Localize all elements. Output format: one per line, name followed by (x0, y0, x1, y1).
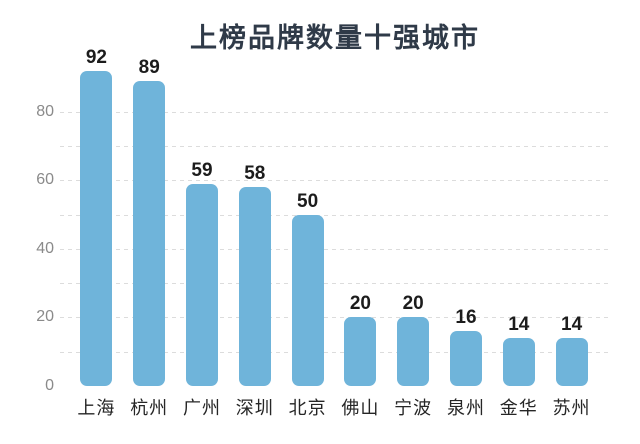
bar-column: 58 (228, 46, 281, 386)
gridline-10 (60, 352, 608, 353)
category-label: 苏州 (552, 398, 591, 418)
y-axis-tick-40: 40 (36, 240, 54, 257)
value-label: 50 (297, 191, 319, 212)
bar (185, 184, 218, 386)
category-label: 上海 (77, 398, 116, 418)
category-label: 金华 (499, 398, 538, 418)
gridline-80 (60, 112, 608, 113)
bar-column: 20 (334, 46, 387, 386)
value-label: 16 (455, 307, 477, 328)
y-axis-tick-20: 20 (36, 308, 54, 325)
value-label: 20 (349, 293, 371, 314)
bar-column: 14 (492, 46, 545, 386)
category-label: 泉州 (446, 398, 485, 418)
gridline-50 (60, 215, 608, 216)
category-label: 广州 (182, 398, 221, 418)
category-label: 北京 (288, 398, 327, 418)
y-axis-tick-80: 80 (36, 103, 54, 120)
bar-column: 14 (545, 46, 598, 386)
gridline-40 (60, 249, 608, 250)
gridline-60 (60, 180, 608, 181)
value-label: 14 (508, 314, 530, 335)
bar (291, 215, 324, 386)
bar-column: 92 (70, 46, 123, 386)
bar (238, 187, 271, 386)
y-axis-tick-60: 60 (36, 171, 54, 188)
value-label: 20 (402, 293, 424, 314)
value-label: 92 (85, 47, 107, 68)
gridline-30 (60, 283, 608, 284)
bar (555, 338, 588, 386)
category-label: 宁波 (394, 398, 433, 418)
chart-title: 上榜品牌数量十强城市 (190, 23, 480, 53)
category-label: 杭州 (130, 398, 169, 418)
bar (502, 338, 535, 386)
bar-column: 16 (440, 46, 493, 386)
value-label: 89 (138, 57, 160, 78)
bar (449, 331, 482, 386)
bar (397, 317, 430, 386)
y-axis-tick-0: 0 (45, 377, 54, 394)
bar (80, 71, 113, 386)
bar-column: 59 (176, 46, 229, 386)
bar-column: 89 (123, 46, 176, 386)
value-label: 14 (561, 314, 583, 335)
gridline-20 (60, 317, 608, 318)
bar (344, 317, 377, 386)
value-label: 58 (244, 163, 266, 184)
bar-column: 50 (281, 46, 334, 386)
category-label: 深圳 (235, 398, 274, 418)
category-label: 佛山 (341, 398, 380, 418)
bar-column: 20 (387, 46, 440, 386)
plot-area: 92 89 59 58 50 20 20 16 (60, 46, 608, 386)
bar (133, 81, 166, 386)
value-label: 59 (191, 160, 213, 181)
gridline-70 (60, 146, 608, 147)
x-axis-labels: 上海 杭州 广州 深圳 北京 佛山 宁波 泉州 金华 苏州 (60, 394, 608, 420)
